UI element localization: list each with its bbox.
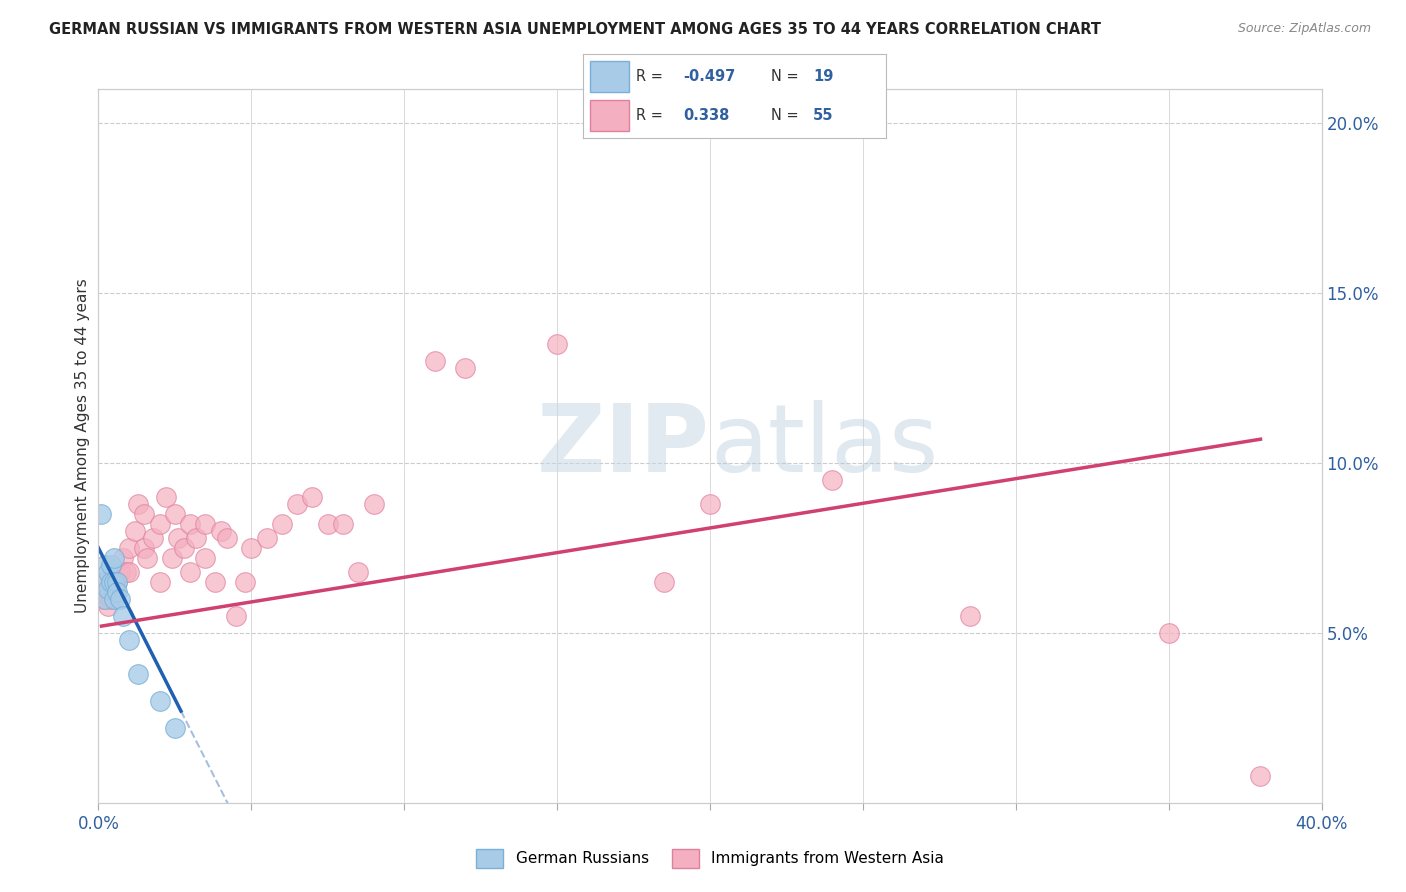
Point xyxy=(423,354,446,368)
Text: Source: ZipAtlas.com: Source: ZipAtlas.com xyxy=(1237,22,1371,36)
Bar xyxy=(589,62,628,92)
Bar xyxy=(589,100,628,130)
Point xyxy=(149,694,172,708)
Point xyxy=(134,541,156,555)
Point xyxy=(93,591,115,606)
Point xyxy=(186,531,208,545)
Point xyxy=(1249,769,1271,783)
Point xyxy=(233,574,256,589)
Point xyxy=(240,541,263,555)
Point xyxy=(97,599,120,613)
Point xyxy=(105,585,128,599)
Point xyxy=(821,473,844,487)
Point xyxy=(97,582,120,596)
Point xyxy=(111,608,134,623)
Point xyxy=(97,565,120,579)
Point xyxy=(90,507,112,521)
Legend: German Russians, Immigrants from Western Asia: German Russians, Immigrants from Western… xyxy=(470,843,950,873)
Point xyxy=(93,591,115,606)
Point xyxy=(179,517,201,532)
Point xyxy=(97,585,120,599)
Point xyxy=(100,558,122,572)
Text: N =: N = xyxy=(770,108,803,123)
Point xyxy=(163,721,186,735)
Point xyxy=(163,507,186,521)
Point xyxy=(347,565,370,579)
Text: N =: N = xyxy=(770,69,803,84)
Point xyxy=(155,490,177,504)
Point xyxy=(270,517,292,532)
Point xyxy=(285,497,308,511)
Point xyxy=(103,551,125,566)
Point xyxy=(160,551,183,566)
Point xyxy=(108,591,131,606)
Point xyxy=(332,517,354,532)
Point xyxy=(209,524,232,538)
Point xyxy=(179,565,201,579)
Point xyxy=(90,591,112,606)
Point xyxy=(124,524,146,538)
Text: 0.338: 0.338 xyxy=(683,108,730,123)
Point xyxy=(134,507,156,521)
Point xyxy=(652,574,675,589)
Text: 19: 19 xyxy=(813,69,834,84)
Point xyxy=(194,517,217,532)
Text: GERMAN RUSSIAN VS IMMIGRANTS FROM WESTERN ASIA UNEMPLOYMENT AMONG AGES 35 TO 44 : GERMAN RUSSIAN VS IMMIGRANTS FROM WESTER… xyxy=(49,22,1101,37)
Text: R =: R = xyxy=(637,108,668,123)
Point xyxy=(118,632,141,647)
Point xyxy=(100,574,122,589)
Point xyxy=(363,497,385,511)
Point xyxy=(149,574,172,589)
Point xyxy=(93,574,115,589)
Point xyxy=(105,574,128,589)
Point xyxy=(454,360,477,375)
Text: -0.497: -0.497 xyxy=(683,69,735,84)
Point xyxy=(115,565,138,579)
Point xyxy=(136,551,159,566)
Point xyxy=(108,565,131,579)
Point xyxy=(105,574,128,589)
Point xyxy=(959,608,981,623)
Point xyxy=(167,531,190,545)
Point xyxy=(194,551,217,566)
Point xyxy=(111,551,134,566)
Point xyxy=(173,541,195,555)
Point xyxy=(118,565,141,579)
Text: R =: R = xyxy=(637,69,668,84)
Point xyxy=(103,591,125,606)
Point xyxy=(149,517,172,532)
Point xyxy=(127,497,149,511)
Point xyxy=(118,541,141,555)
Point xyxy=(225,608,247,623)
Y-axis label: Unemployment Among Ages 35 to 44 years: Unemployment Among Ages 35 to 44 years xyxy=(75,278,90,614)
Point xyxy=(699,497,721,511)
Point xyxy=(93,574,115,589)
Point xyxy=(301,490,323,504)
Point xyxy=(127,666,149,681)
Text: atlas: atlas xyxy=(710,400,938,492)
Point xyxy=(204,574,226,589)
Point xyxy=(103,574,125,589)
Point xyxy=(316,517,339,532)
Point xyxy=(546,337,568,351)
Point xyxy=(103,585,125,599)
Point xyxy=(256,531,278,545)
Point xyxy=(93,558,115,572)
Point xyxy=(100,591,122,606)
Text: 55: 55 xyxy=(813,108,834,123)
Point xyxy=(215,531,238,545)
Point xyxy=(142,531,165,545)
Text: ZIP: ZIP xyxy=(537,400,710,492)
Point xyxy=(103,574,125,589)
Point xyxy=(1157,626,1180,640)
